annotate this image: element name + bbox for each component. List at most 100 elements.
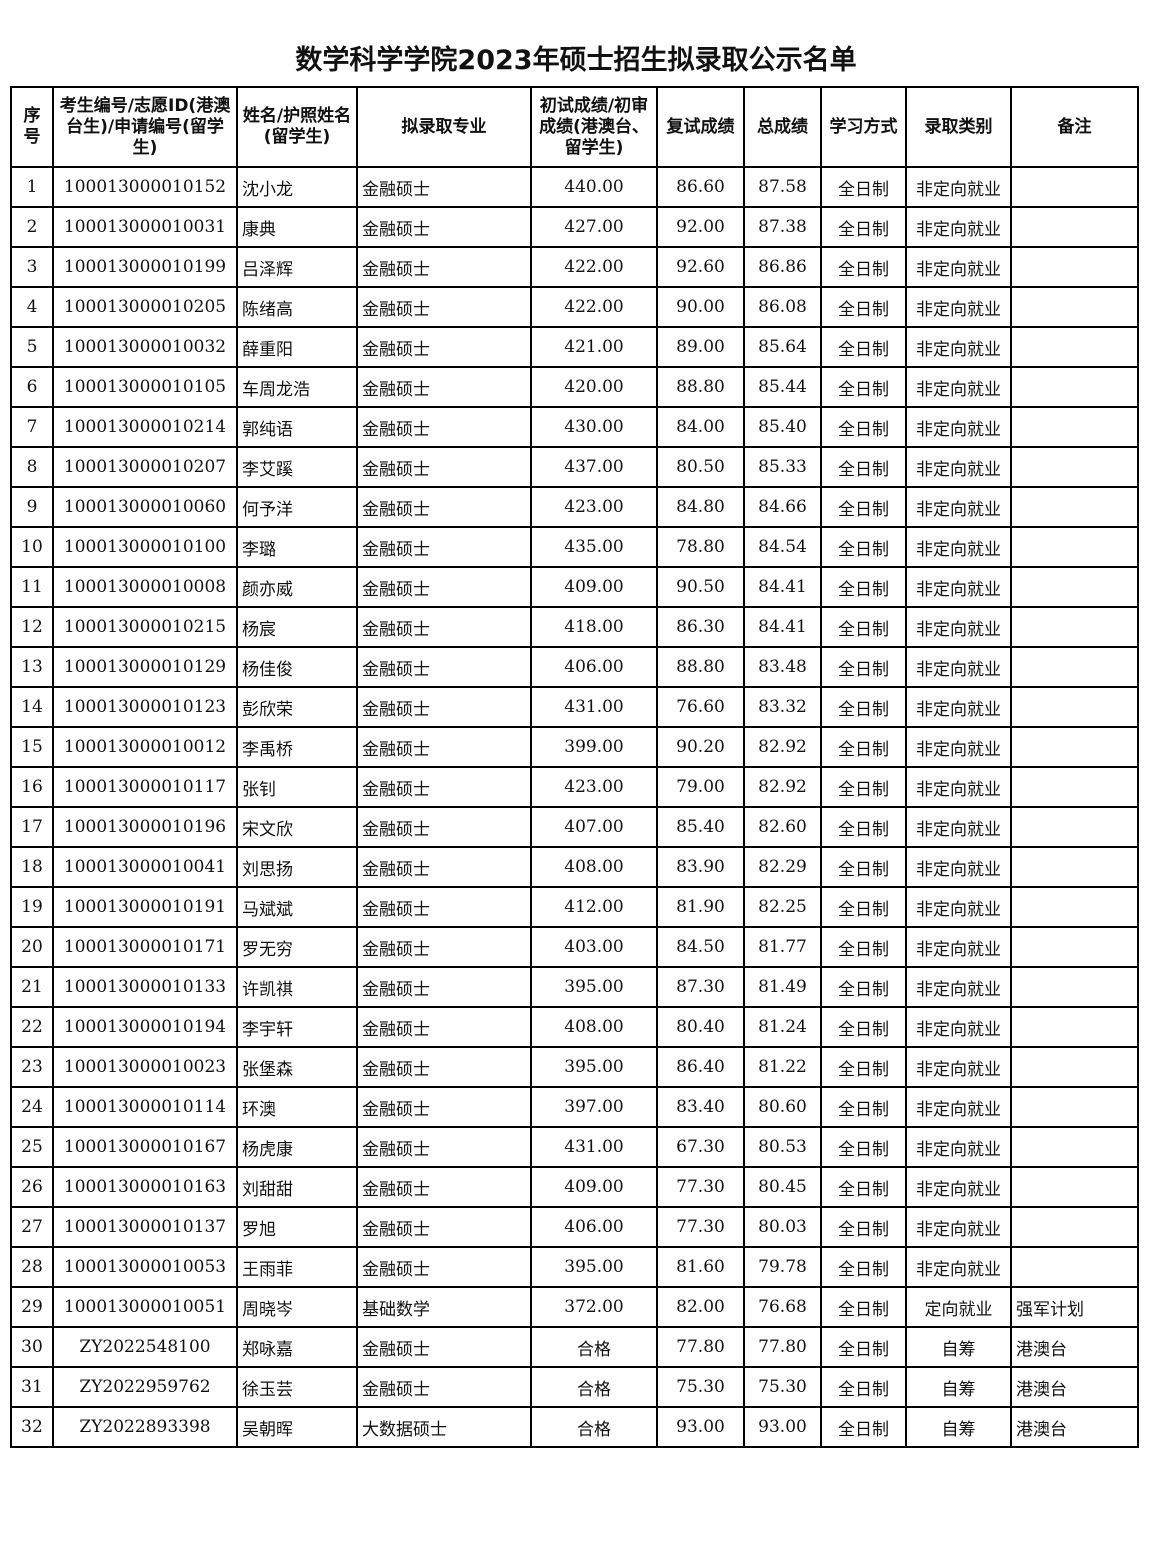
cell-initial-score: 399.00	[530, 726, 658, 768]
cell-study-mode: 全日制	[820, 1286, 907, 1328]
cell-initial-score: 422.00	[530, 246, 658, 288]
table-row: 13 100013000010129 杨佳俊 金融硕士 406.00 88.80 83.48…	[10, 646, 1139, 688]
cell-total-score: 85.64	[743, 326, 822, 368]
cell-name: 吕泽辉	[236, 246, 358, 288]
cell-initial-score: 412.00	[530, 886, 658, 928]
cell-study-mode: 全日制	[820, 1206, 907, 1248]
cell-total-score: 83.48	[743, 646, 822, 688]
cell-candidate-id: 100013000010023	[52, 1046, 238, 1088]
cell-remark	[1010, 286, 1139, 328]
cell-remark	[1010, 926, 1139, 968]
cell-study-mode: 全日制	[820, 926, 907, 968]
cell-total-score: 86.86	[743, 246, 822, 288]
cell-study-mode: 全日制	[820, 1366, 907, 1408]
cell-total-score: 76.68	[743, 1286, 822, 1328]
cell-total-score: 75.30	[743, 1366, 822, 1408]
cell-name: 李宇轩	[236, 1006, 358, 1048]
cell-admission-type: 非定向就业	[905, 1006, 1012, 1048]
cell-name: 陈绪高	[236, 286, 358, 328]
cell-initial-score: 403.00	[530, 926, 658, 968]
cell-major: 金融硕士	[356, 486, 532, 528]
cell-remark	[1010, 1046, 1139, 1088]
cell-major: 金融硕士	[356, 1126, 532, 1168]
cell-initial-score: 437.00	[530, 446, 658, 488]
cell-admission-type: 非定向就业	[905, 246, 1012, 288]
cell-admission-type: 非定向就业	[905, 206, 1012, 248]
cell-admission-type: 非定向就业	[905, 326, 1012, 368]
cell-initial-score: 合格	[530, 1326, 658, 1368]
cell-candidate-id: 100013000010137	[52, 1206, 238, 1248]
cell-retest-score: 93.00	[656, 1406, 745, 1448]
table-row: 25 100013000010167 杨虎康 金融硕士 431.00 67.30 80.53…	[10, 1126, 1139, 1168]
cell-retest-score: 86.40	[656, 1046, 745, 1088]
cell-initial-score: 421.00	[530, 326, 658, 368]
cell-study-mode: 全日制	[820, 766, 907, 808]
cell-major: 金融硕士	[356, 726, 532, 768]
cell-seq: 30	[10, 1326, 54, 1368]
cell-admission-type: 非定向就业	[905, 766, 1012, 808]
cell-candidate-id: ZY2022548100	[52, 1326, 238, 1368]
header-retest-score: 复试成绩	[656, 86, 745, 168]
header-study-mode: 学习方式	[820, 86, 907, 168]
cell-total-score: 80.45	[743, 1166, 822, 1208]
cell-total-score: 93.00	[743, 1406, 822, 1448]
cell-name: 薛重阳	[236, 326, 358, 368]
cell-candidate-id: 100013000010105	[52, 366, 238, 408]
cell-name: 罗旭	[236, 1206, 358, 1248]
cell-candidate-id: 100013000010100	[52, 526, 238, 568]
cell-name: 颜亦威	[236, 566, 358, 608]
cell-total-score: 82.29	[743, 846, 822, 888]
cell-major: 金融硕士	[356, 606, 532, 648]
cell-initial-score: 435.00	[530, 526, 658, 568]
cell-total-score: 84.41	[743, 566, 822, 608]
cell-seq: 20	[10, 926, 54, 968]
cell-study-mode: 全日制	[820, 886, 907, 928]
cell-initial-score: 422.00	[530, 286, 658, 328]
cell-study-mode: 全日制	[820, 1246, 907, 1288]
cell-study-mode: 全日制	[820, 726, 907, 768]
cell-admission-type: 定向就业	[905, 1286, 1012, 1328]
cell-total-score: 80.60	[743, 1086, 822, 1128]
table-row: 23 100013000010023 张堡森 金融硕士 395.00 86.40 81.22…	[10, 1046, 1139, 1088]
cell-seq: 10	[10, 526, 54, 568]
cell-remark	[1010, 446, 1139, 488]
cell-admission-type: 非定向就业	[905, 286, 1012, 328]
cell-seq: 25	[10, 1126, 54, 1168]
cell-candidate-id: 100013000010194	[52, 1006, 238, 1048]
cell-admission-type: 非定向就业	[905, 606, 1012, 648]
cell-total-score: 81.49	[743, 966, 822, 1008]
cell-seq: 13	[10, 646, 54, 688]
cell-candidate-id: 100013000010196	[52, 806, 238, 848]
cell-retest-score: 90.50	[656, 566, 745, 608]
table-row: 28 100013000010053 王雨菲 金融硕士 395.00 81.60 79.78…	[10, 1246, 1139, 1288]
cell-seq: 17	[10, 806, 54, 848]
cell-total-score: 82.92	[743, 766, 822, 808]
cell-total-score: 81.22	[743, 1046, 822, 1088]
cell-name: 沈小龙	[236, 166, 358, 208]
cell-major: 金融硕士	[356, 446, 532, 488]
cell-candidate-id: 100013000010215	[52, 606, 238, 648]
table-row: 1 100013000010152 沈小龙 金融硕士 440.00 86.60 87.58 全…	[10, 166, 1139, 208]
cell-remark: 港澳台	[1010, 1366, 1139, 1408]
cell-major: 金融硕士	[356, 1326, 532, 1368]
cell-retest-score: 79.00	[656, 766, 745, 808]
cell-candidate-id: 100013000010031	[52, 206, 238, 248]
cell-total-score: 87.38	[743, 206, 822, 248]
cell-name: 许凯祺	[236, 966, 358, 1008]
cell-remark	[1010, 1126, 1139, 1168]
cell-remark	[1010, 406, 1139, 448]
cell-candidate-id: 100013000010123	[52, 686, 238, 728]
cell-name: 李艾蹊	[236, 446, 358, 488]
table-row: 12 100013000010215 杨宸 金融硕士 418.00 86.30 84.41 全…	[10, 606, 1139, 648]
cell-study-mode: 全日制	[820, 246, 907, 288]
cell-admission-type: 非定向就业	[905, 646, 1012, 688]
cell-major: 金融硕士	[356, 646, 532, 688]
table-row: 27 100013000010137 罗旭 金融硕士 406.00 77.30 80.03 全…	[10, 1206, 1139, 1248]
cell-candidate-id: 100013000010114	[52, 1086, 238, 1128]
cell-seq: 16	[10, 766, 54, 808]
cell-retest-score: 90.20	[656, 726, 745, 768]
cell-major: 金融硕士	[356, 766, 532, 808]
table-row: 15 100013000010012 李禹桥 金融硕士 399.00 90.20 82.92…	[10, 726, 1139, 768]
cell-major: 金融硕士	[356, 846, 532, 888]
cell-major: 金融硕士	[356, 246, 532, 288]
